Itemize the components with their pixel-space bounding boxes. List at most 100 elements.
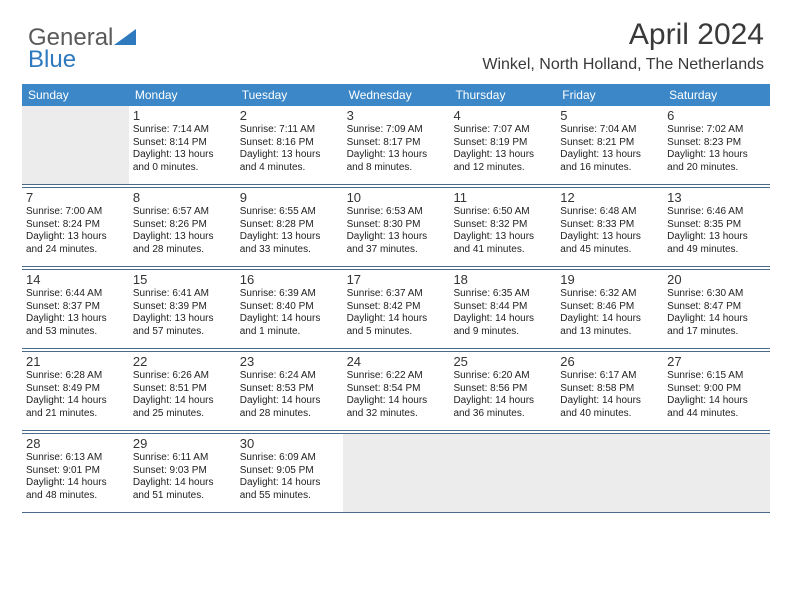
- day-number: 5: [560, 108, 659, 123]
- sunrise-text: Sunrise: 6:15 AM: [667, 370, 766, 383]
- day-header-row: Sunday Monday Tuesday Wednesday Thursday…: [22, 84, 770, 106]
- sunset-text: Sunset: 8:30 PM: [347, 219, 446, 232]
- daylight1-text: Daylight: 13 hours: [347, 231, 446, 244]
- day-number: 20: [667, 272, 766, 287]
- sunrise-text: Sunrise: 6:20 AM: [453, 370, 552, 383]
- day-cell: [22, 106, 129, 184]
- sunset-text: Sunset: 8:37 PM: [26, 301, 125, 314]
- daylight1-text: Daylight: 13 hours: [453, 149, 552, 162]
- day-cell: 1Sunrise: 7:14 AMSunset: 8:14 PMDaylight…: [129, 106, 236, 184]
- sunrise-text: Sunrise: 6:24 AM: [240, 370, 339, 383]
- day-cell: 27Sunrise: 6:15 AMSunset: 9:00 PMDayligh…: [663, 352, 770, 430]
- sunrise-text: Sunrise: 6:26 AM: [133, 370, 232, 383]
- day-number: 3: [347, 108, 446, 123]
- daylight1-text: Daylight: 13 hours: [667, 231, 766, 244]
- day-cell: 15Sunrise: 6:41 AMSunset: 8:39 PMDayligh…: [129, 270, 236, 348]
- week-row: 21Sunrise: 6:28 AMSunset: 8:49 PMDayligh…: [22, 351, 770, 431]
- daylight1-text: Daylight: 13 hours: [347, 149, 446, 162]
- day-cell: 17Sunrise: 6:37 AMSunset: 8:42 PMDayligh…: [343, 270, 450, 348]
- daylight1-text: Daylight: 13 hours: [133, 231, 232, 244]
- day-cell: 16Sunrise: 6:39 AMSunset: 8:40 PMDayligh…: [236, 270, 343, 348]
- daylight1-text: Daylight: 14 hours: [133, 477, 232, 490]
- sunrise-text: Sunrise: 6:32 AM: [560, 288, 659, 301]
- daylight2-text: and 1 minute.: [240, 326, 339, 339]
- day-number: 2: [240, 108, 339, 123]
- calendar: Sunday Monday Tuesday Wednesday Thursday…: [22, 84, 770, 513]
- day-cell: 20Sunrise: 6:30 AMSunset: 8:47 PMDayligh…: [663, 270, 770, 348]
- month-title: April 2024: [482, 18, 764, 52]
- sunset-text: Sunset: 8:33 PM: [560, 219, 659, 232]
- daylight2-text: and 41 minutes.: [453, 244, 552, 257]
- day-cell: 22Sunrise: 6:26 AMSunset: 8:51 PMDayligh…: [129, 352, 236, 430]
- daylight2-text: and 49 minutes.: [667, 244, 766, 257]
- sunset-text: Sunset: 8:42 PM: [347, 301, 446, 314]
- day-number: 26: [560, 354, 659, 369]
- sunset-text: Sunset: 8:39 PM: [133, 301, 232, 314]
- day-cell: 5Sunrise: 7:04 AMSunset: 8:21 PMDaylight…: [556, 106, 663, 184]
- daylight1-text: Daylight: 14 hours: [240, 395, 339, 408]
- sunrise-text: Sunrise: 6:13 AM: [26, 452, 125, 465]
- week-row: 28Sunrise: 6:13 AMSunset: 9:01 PMDayligh…: [22, 433, 770, 513]
- location-subtitle: Winkel, North Holland, The Netherlands: [482, 56, 764, 74]
- sunset-text: Sunset: 8:23 PM: [667, 137, 766, 150]
- daylight2-text: and 33 minutes.: [240, 244, 339, 257]
- sunset-text: Sunset: 8:26 PM: [133, 219, 232, 232]
- week-row: 7Sunrise: 7:00 AMSunset: 8:24 PMDaylight…: [22, 187, 770, 267]
- day-number: 8: [133, 190, 232, 205]
- daylight2-text: and 21 minutes.: [26, 408, 125, 421]
- day-number: 18: [453, 272, 552, 287]
- day-cell: 2Sunrise: 7:11 AMSunset: 8:16 PMDaylight…: [236, 106, 343, 184]
- weeks-container: 1Sunrise: 7:14 AMSunset: 8:14 PMDaylight…: [22, 106, 770, 513]
- day-number: 25: [453, 354, 552, 369]
- sunrise-text: Sunrise: 6:50 AM: [453, 206, 552, 219]
- dayhead-fri: Friday: [556, 84, 663, 106]
- daylight2-text: and 44 minutes.: [667, 408, 766, 421]
- day-cell: 8Sunrise: 6:57 AMSunset: 8:26 PMDaylight…: [129, 188, 236, 266]
- sunset-text: Sunset: 8:35 PM: [667, 219, 766, 232]
- daylight2-text: and 40 minutes.: [560, 408, 659, 421]
- sunrise-text: Sunrise: 6:17 AM: [560, 370, 659, 383]
- dayhead-sun: Sunday: [22, 84, 129, 106]
- sunrise-text: Sunrise: 6:48 AM: [560, 206, 659, 219]
- day-cell: 18Sunrise: 6:35 AMSunset: 8:44 PMDayligh…: [449, 270, 556, 348]
- sunrise-text: Sunrise: 6:11 AM: [133, 452, 232, 465]
- day-cell: [449, 434, 556, 512]
- day-cell: 9Sunrise: 6:55 AMSunset: 8:28 PMDaylight…: [236, 188, 343, 266]
- sunrise-text: Sunrise: 7:11 AM: [240, 124, 339, 137]
- sunset-text: Sunset: 8:21 PM: [560, 137, 659, 150]
- logo-word2: Blue: [28, 46, 76, 73]
- sunrise-text: Sunrise: 6:55 AM: [240, 206, 339, 219]
- daylight2-text: and 5 minutes.: [347, 326, 446, 339]
- day-number: 6: [667, 108, 766, 123]
- dayhead-wed: Wednesday: [343, 84, 450, 106]
- sunset-text: Sunset: 8:16 PM: [240, 137, 339, 150]
- day-cell: 6Sunrise: 7:02 AMSunset: 8:23 PMDaylight…: [663, 106, 770, 184]
- day-cell: 26Sunrise: 6:17 AMSunset: 8:58 PMDayligh…: [556, 352, 663, 430]
- sunset-text: Sunset: 9:05 PM: [240, 465, 339, 478]
- day-cell: 12Sunrise: 6:48 AMSunset: 8:33 PMDayligh…: [556, 188, 663, 266]
- day-cell: 21Sunrise: 6:28 AMSunset: 8:49 PMDayligh…: [22, 352, 129, 430]
- daylight2-text: and 28 minutes.: [240, 408, 339, 421]
- daylight2-text: and 12 minutes.: [453, 162, 552, 175]
- sunset-text: Sunset: 8:49 PM: [26, 383, 125, 396]
- daylight1-text: Daylight: 13 hours: [560, 149, 659, 162]
- day-number: 29: [133, 436, 232, 451]
- sunrise-text: Sunrise: 6:09 AM: [240, 452, 339, 465]
- daylight2-text: and 28 minutes.: [133, 244, 232, 257]
- sunset-text: Sunset: 8:46 PM: [560, 301, 659, 314]
- week-row: 14Sunrise: 6:44 AMSunset: 8:37 PMDayligh…: [22, 269, 770, 349]
- day-cell: 28Sunrise: 6:13 AMSunset: 9:01 PMDayligh…: [22, 434, 129, 512]
- daylight2-text: and 45 minutes.: [560, 244, 659, 257]
- day-number: 23: [240, 354, 339, 369]
- sunset-text: Sunset: 8:53 PM: [240, 383, 339, 396]
- sunrise-text: Sunrise: 6:22 AM: [347, 370, 446, 383]
- sunset-text: Sunset: 8:24 PM: [26, 219, 125, 232]
- daylight1-text: Daylight: 13 hours: [133, 313, 232, 326]
- sunrise-text: Sunrise: 6:46 AM: [667, 206, 766, 219]
- daylight1-text: Daylight: 14 hours: [240, 477, 339, 490]
- daylight2-text: and 37 minutes.: [347, 244, 446, 257]
- daylight1-text: Daylight: 13 hours: [667, 149, 766, 162]
- sunrise-text: Sunrise: 6:39 AM: [240, 288, 339, 301]
- daylight1-text: Daylight: 14 hours: [667, 313, 766, 326]
- daylight2-text: and 55 minutes.: [240, 490, 339, 503]
